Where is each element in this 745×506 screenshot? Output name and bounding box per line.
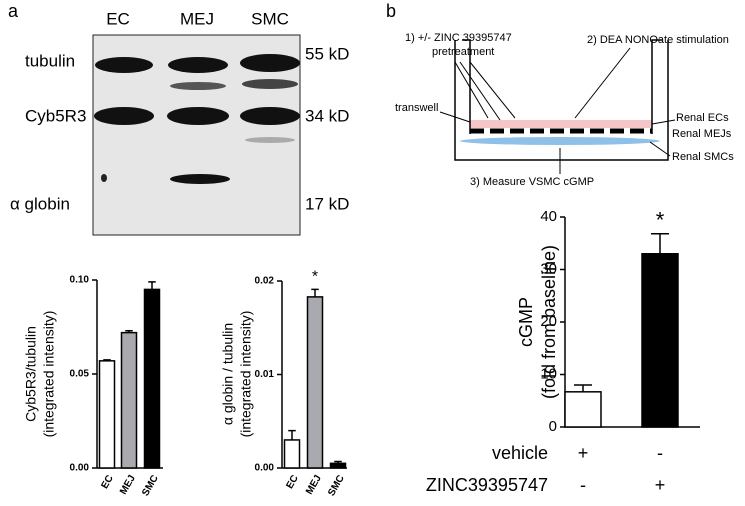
diagram-label: Renal ECs (676, 112, 729, 124)
lane-label: SMC (251, 9, 289, 28)
lane-label: EC (106, 9, 130, 28)
diagram-step: 2) DEA NONOate stimulation (587, 34, 729, 46)
y-tick-label: 0.01 (255, 369, 275, 380)
y-axis-label: (integrated intensity) (238, 311, 254, 438)
treatment-mark: - (657, 443, 663, 463)
error-bar (125, 330, 133, 333)
treatment-mark: + (578, 443, 589, 463)
size-label: 17 kD (305, 194, 349, 213)
western-blot (92, 34, 301, 236)
error-bar (311, 288, 319, 297)
y-tick-label: 10 (540, 365, 557, 382)
y-tick-label: 20 (540, 313, 557, 330)
y-tick-label: 0.10 (70, 275, 90, 286)
error-bar (334, 460, 342, 464)
diagram-label: transwell (395, 102, 438, 114)
diagram-step: pretreatment (432, 46, 494, 58)
error-bar (148, 281, 156, 290)
band-label: α globin (10, 194, 70, 213)
bar (120, 331, 138, 469)
error-bar (651, 233, 669, 254)
y-axis-label: α globin / tubulin (220, 323, 236, 425)
bar (329, 462, 347, 469)
band-label: Cyb5R3 (25, 106, 86, 125)
transwell-diagram (439, 39, 676, 174)
panel-label: a (8, 1, 19, 21)
treatment-name: ZINC39395747 (426, 475, 548, 495)
error-bar (103, 359, 111, 361)
bar (641, 253, 679, 428)
bar (564, 391, 602, 428)
y-axis-label: (fold from baseline) (539, 245, 559, 399)
panel-label: b (386, 1, 396, 21)
bar (283, 439, 301, 469)
diagram-label: Renal SMCs (672, 151, 734, 163)
y-axis-label: cGMP (516, 297, 536, 347)
diagram-step: 3) Measure VSMC cGMP (470, 176, 594, 188)
y-tick-label: 0.02 (255, 276, 275, 287)
treatment-name: vehicle (492, 443, 548, 463)
x-tick-label: SMC (326, 473, 347, 498)
bar (306, 296, 324, 469)
x-tick-label: MEJ (304, 473, 324, 496)
y-axis-label: Cyb5R3/tubulin (23, 326, 39, 422)
y-tick-label: 0.00 (70, 463, 90, 474)
y-tick-label: 40 (540, 208, 557, 225)
y-tick-label: 0 (549, 418, 557, 435)
annotation: * (312, 269, 318, 286)
y-tick-label: 30 (540, 260, 557, 277)
bar (98, 360, 116, 469)
treatment-mark: + (655, 475, 666, 495)
lane-label: MEJ (180, 9, 214, 28)
error-bar (574, 384, 592, 392)
band-label: tubulin (25, 51, 75, 70)
diagram-step: 1) +/- ZINC 39395747 (405, 32, 512, 44)
x-tick-label: SMC (140, 473, 161, 498)
x-tick-label: EC (99, 473, 115, 491)
treatment-mark: - (580, 475, 586, 495)
bar (143, 288, 161, 469)
error-bar (288, 429, 296, 440)
annotation: * (656, 208, 665, 233)
y-tick-label: 0.05 (70, 369, 90, 380)
size-label: 34 kD (305, 106, 349, 125)
x-tick-label: EC (284, 473, 300, 491)
x-tick-label: MEJ (118, 473, 138, 496)
diagram-label: Renal MEJs (672, 128, 732, 140)
size-label: 55 kD (305, 44, 349, 63)
y-tick-label: 0.00 (255, 463, 275, 474)
y-axis-label: (integrated intensity) (41, 311, 57, 438)
